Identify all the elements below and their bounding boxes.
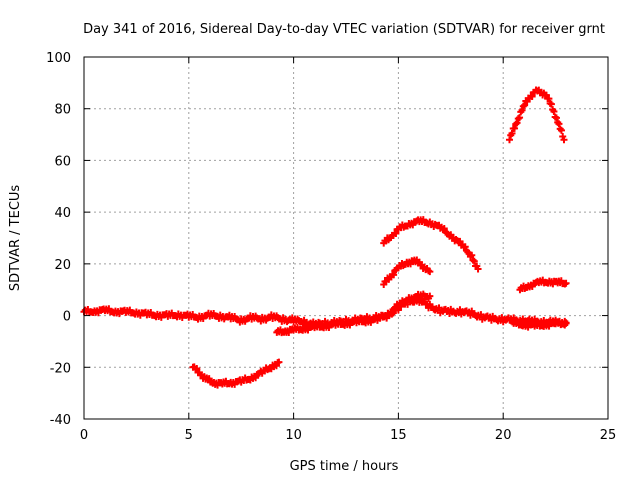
y-tick-label: 100 xyxy=(46,51,71,66)
data-point xyxy=(193,364,201,372)
data-point xyxy=(545,95,553,103)
data-points xyxy=(80,86,570,389)
y-tick-label: 80 xyxy=(54,103,71,118)
data-point xyxy=(560,136,568,144)
y-tick-label: 20 xyxy=(54,258,71,273)
data-point xyxy=(516,114,524,122)
data-point xyxy=(512,120,520,128)
series-arc-late xyxy=(516,276,570,294)
x-tick-label: 20 xyxy=(495,428,512,443)
data-point xyxy=(468,251,476,259)
data-point xyxy=(562,279,570,287)
data-point xyxy=(390,271,398,279)
y-axis-label: SDTVAR / TECUs xyxy=(8,185,23,292)
y-tick-label: -40 xyxy=(50,413,71,428)
data-point xyxy=(550,108,558,116)
data-point xyxy=(557,126,565,134)
data-point xyxy=(474,265,482,273)
y-tick-label: 60 xyxy=(54,154,71,169)
x-axis-label: GPS time / hours xyxy=(290,459,399,474)
grid xyxy=(84,57,608,419)
data-point xyxy=(521,101,529,109)
data-point xyxy=(426,292,434,300)
data-point xyxy=(555,120,563,128)
data-point xyxy=(470,257,478,265)
axis-ticks: 0 5 10 15 20 25 -40 -20 0 20 40 60 80 100 xyxy=(46,51,616,443)
x-tick-label: 5 xyxy=(185,428,193,443)
data-point xyxy=(508,129,516,137)
series-arc-middle xyxy=(380,256,434,289)
data-point xyxy=(461,243,469,251)
data-point xyxy=(528,93,536,101)
series-baseline-b xyxy=(273,290,434,337)
data-point xyxy=(390,304,398,312)
data-point xyxy=(392,230,400,238)
data-point xyxy=(513,119,521,127)
series-baseline-c xyxy=(510,317,570,331)
data-point xyxy=(552,114,560,122)
x-tick-label: 25 xyxy=(600,428,617,443)
series-arc-upper xyxy=(380,216,482,273)
data-point xyxy=(440,224,448,232)
series-dip-morning xyxy=(189,358,283,389)
x-tick-label: 10 xyxy=(285,428,302,443)
series-peak-evening xyxy=(505,86,568,144)
data-point xyxy=(426,268,434,276)
data-point xyxy=(469,256,477,264)
data-point xyxy=(388,309,396,317)
data-point xyxy=(518,106,526,114)
chart-title: Day 341 of 2016, Sidereal Day-to-day VTE… xyxy=(83,22,605,37)
data-point xyxy=(562,319,570,327)
plot-frame xyxy=(83,56,609,420)
data-point xyxy=(547,100,555,108)
x-tick-label: 15 xyxy=(390,428,407,443)
y-tick-label: -20 xyxy=(50,361,71,376)
data-point xyxy=(205,375,213,383)
data-point xyxy=(275,358,283,366)
data-point xyxy=(505,136,513,144)
x-tick-label: 0 xyxy=(80,428,88,443)
data-point xyxy=(511,124,519,132)
y-tick-label: 0 xyxy=(63,310,71,325)
y-tick-label: 40 xyxy=(54,206,71,221)
